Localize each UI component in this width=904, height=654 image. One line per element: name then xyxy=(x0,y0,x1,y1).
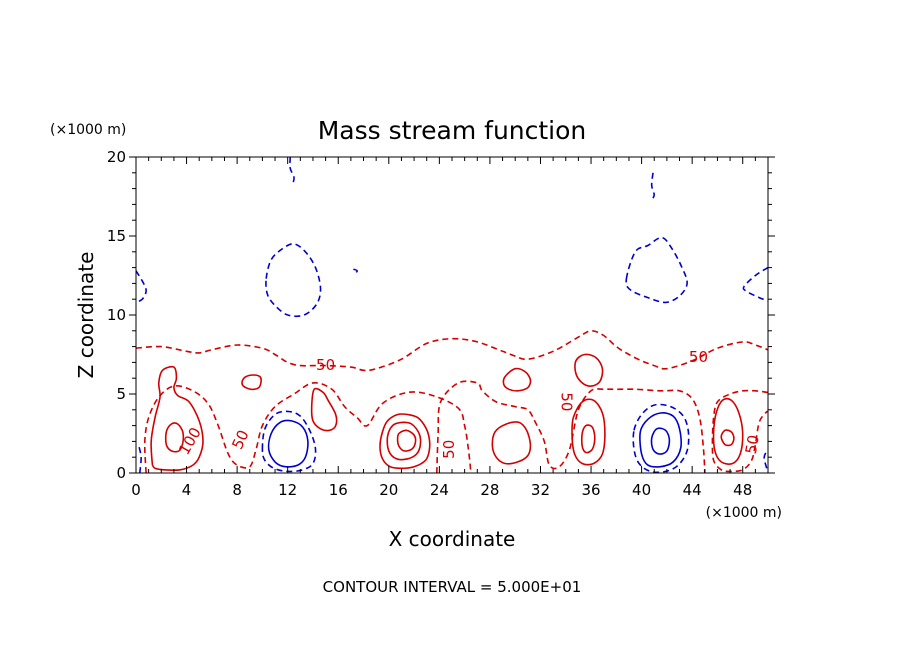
x-unit-label: (×1000 m) xyxy=(706,505,782,521)
contour-interval-note: CONTOUR INTERVAL = 5.000E+01 xyxy=(323,578,582,596)
contour-line-positive-6 xyxy=(241,374,262,391)
contour-line-positive-14 xyxy=(571,398,606,466)
contour-line-positive-11 xyxy=(491,421,532,465)
contour-line-positive-13 xyxy=(574,353,604,387)
x-tick-label-24: 24 xyxy=(430,481,449,499)
contour-line-positive-15 xyxy=(580,424,596,454)
chart-title: Mass stream function xyxy=(318,116,587,145)
contour-line-negative-24 xyxy=(625,236,688,304)
contour-line-negative-20 xyxy=(632,403,690,473)
contour-line-negative-21 xyxy=(639,412,683,468)
y-tick-label-20: 20 xyxy=(107,148,126,166)
contour-line-negative-26 xyxy=(742,266,768,302)
contour-line-positive-1 xyxy=(143,381,472,473)
contour-line-positive-4 xyxy=(150,365,204,472)
contour-label-6: 50 xyxy=(742,434,763,456)
contour-line-negative-22 xyxy=(650,427,671,455)
contour-line-positive-9 xyxy=(386,421,422,461)
contour-label-1: 50 xyxy=(689,348,708,366)
contour-line-positive-0 xyxy=(136,329,768,372)
contour-line-positive-7 xyxy=(310,387,338,432)
y-axis-title: Z coordinate xyxy=(74,252,98,379)
contour-line-negative-19 xyxy=(267,419,309,468)
y-tick-label-0: 0 xyxy=(116,464,126,482)
x-tick-label-32: 32 xyxy=(531,481,550,499)
contour-label-4: 50 xyxy=(440,440,458,459)
contour-line-positive-16 xyxy=(712,397,744,465)
y-tick-labels: 0 5 10 15 20 xyxy=(107,148,126,482)
contour-line-negative-27 xyxy=(289,157,295,185)
x-axis-title: X coordinate xyxy=(389,527,516,551)
x-tick-label-28: 28 xyxy=(480,481,499,499)
x-tick-label-0: 0 xyxy=(131,481,141,499)
contour-line-negative-18 xyxy=(261,410,317,473)
x-tick-label-48: 48 xyxy=(733,481,752,499)
x-tick-label-4: 4 xyxy=(182,481,192,499)
contour-label-5: 50 xyxy=(557,392,575,411)
x-tick-label-12: 12 xyxy=(278,481,297,499)
contour-line-negative-25 xyxy=(136,270,147,304)
contour-line-negative-28 xyxy=(650,172,655,201)
axis-ticks xyxy=(129,156,775,474)
x-tick-label-40: 40 xyxy=(632,481,651,499)
x-tick-label-8: 8 xyxy=(232,481,242,499)
contour-line-negative-30 xyxy=(137,444,142,473)
x-tick-label-16: 16 xyxy=(329,481,348,499)
contour-line-negative-31 xyxy=(763,448,768,469)
x-tick-label-36: 36 xyxy=(581,481,600,499)
contour-line-positive-12 xyxy=(502,367,532,392)
contour-line-positive-5 xyxy=(164,422,185,453)
contour-line-positive-3 xyxy=(711,389,768,473)
contour-line-positive-2 xyxy=(436,380,706,473)
y-tick-label-5: 5 xyxy=(116,385,126,403)
contour-line-positive-17 xyxy=(720,429,735,447)
contour-line-positive-8 xyxy=(379,413,431,470)
x-tick-label-44: 44 xyxy=(683,481,702,499)
x-tick-label-20: 20 xyxy=(379,481,398,499)
contour-label-0: 50 xyxy=(316,356,335,374)
x-tick-labels: 0 4 8 12 16 20 24 28 32 36 40 44 48 xyxy=(131,481,752,499)
contour-line-positive-10 xyxy=(396,429,417,452)
contour-line-negative-29 xyxy=(353,268,358,275)
contour-line-negative-23 xyxy=(265,243,322,318)
y-tick-label-15: 15 xyxy=(107,227,126,245)
y-tick-label-10: 10 xyxy=(107,306,126,324)
contour-lines xyxy=(136,157,768,473)
y-unit-label: (×1000 m) xyxy=(50,122,126,138)
